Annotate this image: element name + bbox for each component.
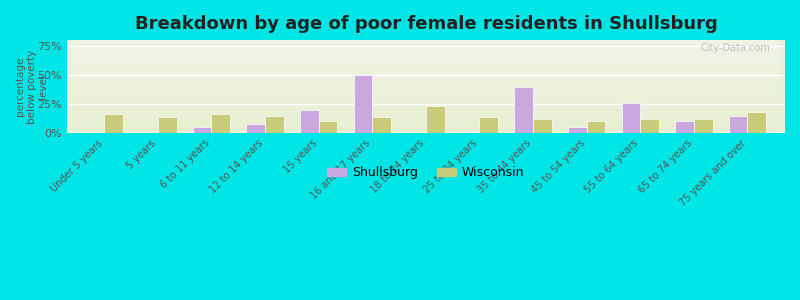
Bar xyxy=(694,119,713,133)
Title: Breakdown by age of poor female residents in Shullsburg: Breakdown by age of poor female resident… xyxy=(134,15,718,33)
Bar xyxy=(158,117,177,133)
Bar xyxy=(300,110,318,133)
Bar xyxy=(246,124,265,133)
Bar xyxy=(622,103,640,133)
Y-axis label: percentage
below poverty
level: percentage below poverty level xyxy=(15,50,48,124)
Bar xyxy=(372,117,391,133)
Bar xyxy=(193,127,211,133)
Bar xyxy=(514,87,533,133)
Bar xyxy=(747,112,766,133)
Bar xyxy=(265,116,284,133)
Bar xyxy=(211,114,230,133)
Bar xyxy=(675,122,694,133)
Bar xyxy=(533,119,552,133)
Bar xyxy=(640,119,659,133)
Bar xyxy=(479,117,498,133)
Text: City-Data.com: City-Data.com xyxy=(701,43,770,53)
Bar xyxy=(318,122,338,133)
Bar xyxy=(354,75,372,133)
Bar xyxy=(568,127,586,133)
Bar xyxy=(104,114,123,133)
Bar xyxy=(586,122,606,133)
Bar xyxy=(729,116,747,133)
Bar xyxy=(426,106,445,133)
Legend: Shullsburg, Wisconsin: Shullsburg, Wisconsin xyxy=(322,161,530,184)
